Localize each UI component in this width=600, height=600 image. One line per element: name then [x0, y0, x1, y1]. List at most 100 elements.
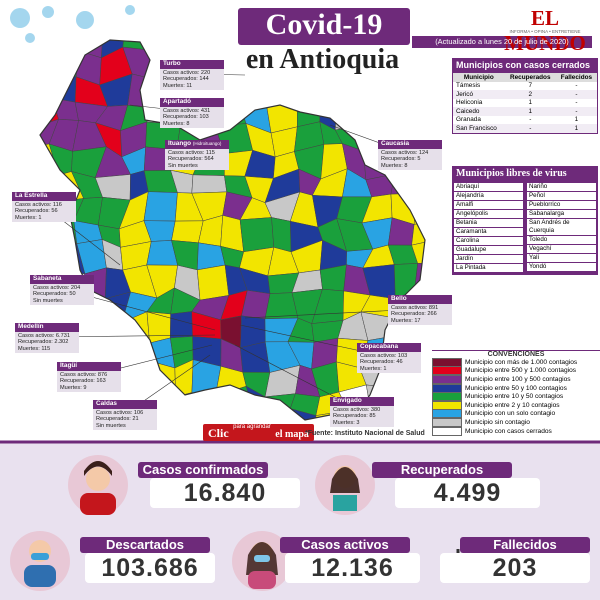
callout-line: Recuperados: 144: [163, 76, 209, 83]
legend-swatch: [432, 392, 462, 402]
callout-line: Recuperados: 21: [96, 416, 139, 423]
callout-title: Apartadó: [160, 98, 224, 107]
virus-decoration: [10, 5, 135, 43]
municipality: [222, 74, 248, 104]
map-link[interactable]: Clic para agrandar el mapa: [203, 424, 314, 441]
closed-header: Recuperados: [510, 73, 551, 81]
closed-cell: -: [529, 124, 532, 132]
callout-title: Caucasia: [378, 140, 442, 149]
callout: Ituango (Hidroituango) Casos activos: 115…: [165, 140, 229, 171]
legend-swatch: [432, 357, 462, 367]
legend-item: Municipio entre 500 y 1.000 contagios: [432, 366, 600, 376]
closed-header: Municipio: [463, 73, 494, 81]
icon-confirmed: [68, 455, 128, 515]
municipality: [40, 48, 58, 85]
callout-line: Casos activos: 380: [333, 406, 381, 413]
callout-line: Casos activos: 115: [168, 149, 215, 156]
callout-name: Turbo: [163, 60, 181, 67]
municipality: [410, 95, 425, 126]
municipality: [47, 73, 77, 103]
municipality: [411, 240, 425, 264]
municipality: [385, 100, 415, 123]
virus-free-panel: Municipios libres de virus Abriaquí Alejan…: [452, 166, 598, 275]
municipality: [149, 40, 178, 57]
virus-free-item: Caramanta: [454, 228, 523, 236]
municipality: [143, 191, 178, 222]
municipality: [191, 174, 228, 194]
legend-label: Municipio entre 100 y 500 contagios: [465, 375, 571, 383]
icon-active: [232, 531, 292, 591]
map-link-clic[interactable]: Clic: [208, 426, 229, 440]
legend-label: Municipio con casos cerrados: [465, 427, 552, 435]
virus-free-item: Abriaquí: [454, 183, 523, 191]
callout-name: Itagüí: [60, 362, 78, 369]
icon-discarded: [10, 531, 70, 591]
callout-line: Recuperados: 564: [168, 156, 214, 163]
municipality: [196, 264, 230, 301]
callout-body: Casos activos: 220 Recuperados: 144 Muerte…: [160, 68, 224, 91]
legend-item: Municipio entre 100 y 500 contagios: [432, 374, 600, 384]
closed-cell: Granada: [456, 116, 481, 124]
callout-body: Casos activos: 115 Recuperados: 564 Sin mu…: [165, 148, 229, 171]
callout-line: Casos activos: 431: [163, 107, 211, 114]
stat-value: 203: [440, 553, 590, 583]
municipality: [336, 74, 370, 97]
closed-cases-panel: Municipios con casos cerrados Municipio Re…: [452, 58, 598, 134]
virus-free-item: Pueblorrico: [527, 201, 596, 209]
callout-line: Casos activos: 116: [15, 201, 62, 208]
callout: Sabaneta Casos activos: 204 Recuperados: 5…: [30, 275, 94, 306]
municipality: [319, 74, 339, 106]
callout-body: Casos activos: 876 Recuperados: 163 Muerte…: [57, 370, 121, 393]
callout-line: Muertes: 8: [381, 162, 408, 169]
callout-line: Recuperados: 5: [381, 156, 421, 163]
municipality: [240, 341, 271, 373]
legend-label: Municipio con un solo contagio: [465, 410, 556, 418]
closed-cell: 1: [574, 124, 579, 132]
callout-name: Envigado: [333, 397, 362, 404]
stat-value: 12.136: [285, 553, 420, 583]
map-link-rest[interactable]: el mapa: [275, 429, 309, 440]
municipality: [40, 413, 56, 420]
stat-value: 4.499: [395, 478, 540, 508]
icons: [10, 455, 467, 591]
municipality: [40, 390, 53, 418]
municipality: [239, 78, 269, 109]
municipality: [170, 311, 193, 339]
callout-line: Recuperados: 2.302: [18, 339, 69, 346]
legend-item: Municipio entre 50 y 100 contagios: [432, 383, 600, 393]
municipality: [264, 393, 296, 415]
stat-label: Descartados: [80, 537, 210, 553]
callout: Itagüí Casos activos: 876 Recuperados: 163…: [57, 362, 121, 393]
logo: EL MUNDO: [504, 6, 586, 55]
virus-free-item: Alejandría: [454, 192, 523, 200]
closed-cell: 7: [528, 82, 533, 90]
callout-title: Itagüí: [57, 362, 121, 371]
callout-line: Muertes: 1: [360, 365, 387, 372]
map-link-small[interactable]: para agrandar: [233, 424, 271, 430]
callout-name: Apartadó: [163, 98, 192, 105]
callout-name: Caucasia: [381, 140, 410, 147]
municipality: [271, 217, 292, 253]
municipality: [171, 220, 204, 244]
legend-swatch: [432, 426, 462, 436]
municipality: [175, 409, 203, 420]
callout-body: Casos activos: 124 Recuperados: 5 Muertes:…: [378, 148, 442, 171]
closed-header: Fallecidos: [560, 73, 593, 81]
callout-name: Bello: [391, 295, 407, 302]
subtitle: en Antioquia: [245, 44, 400, 75]
municipality: [40, 361, 55, 393]
legend-item: Municipio con casos cerrados: [432, 426, 600, 436]
closed-row: Heliconia 1 -: [453, 99, 598, 108]
legend-item: Municipio con más de 1.000 contagios: [432, 357, 600, 367]
callout-title: Bello: [388, 295, 452, 304]
callout-body: Casos activos: 106 Recuperados: 21 Sin mue…: [93, 408, 157, 431]
callout-line: Casos activos: 204: [33, 284, 81, 291]
stat-label: Casos confirmados: [138, 462, 268, 478]
municipality: [191, 392, 221, 418]
virus-free-item: Yondó: [527, 263, 596, 271]
virus-free-item: La Pintada: [454, 264, 523, 272]
callout-line: Sin muertes: [33, 297, 63, 304]
closed-cell: Caicedo: [456, 107, 480, 115]
municipality: [175, 392, 199, 413]
title: Covid-19: [265, 8, 383, 41]
